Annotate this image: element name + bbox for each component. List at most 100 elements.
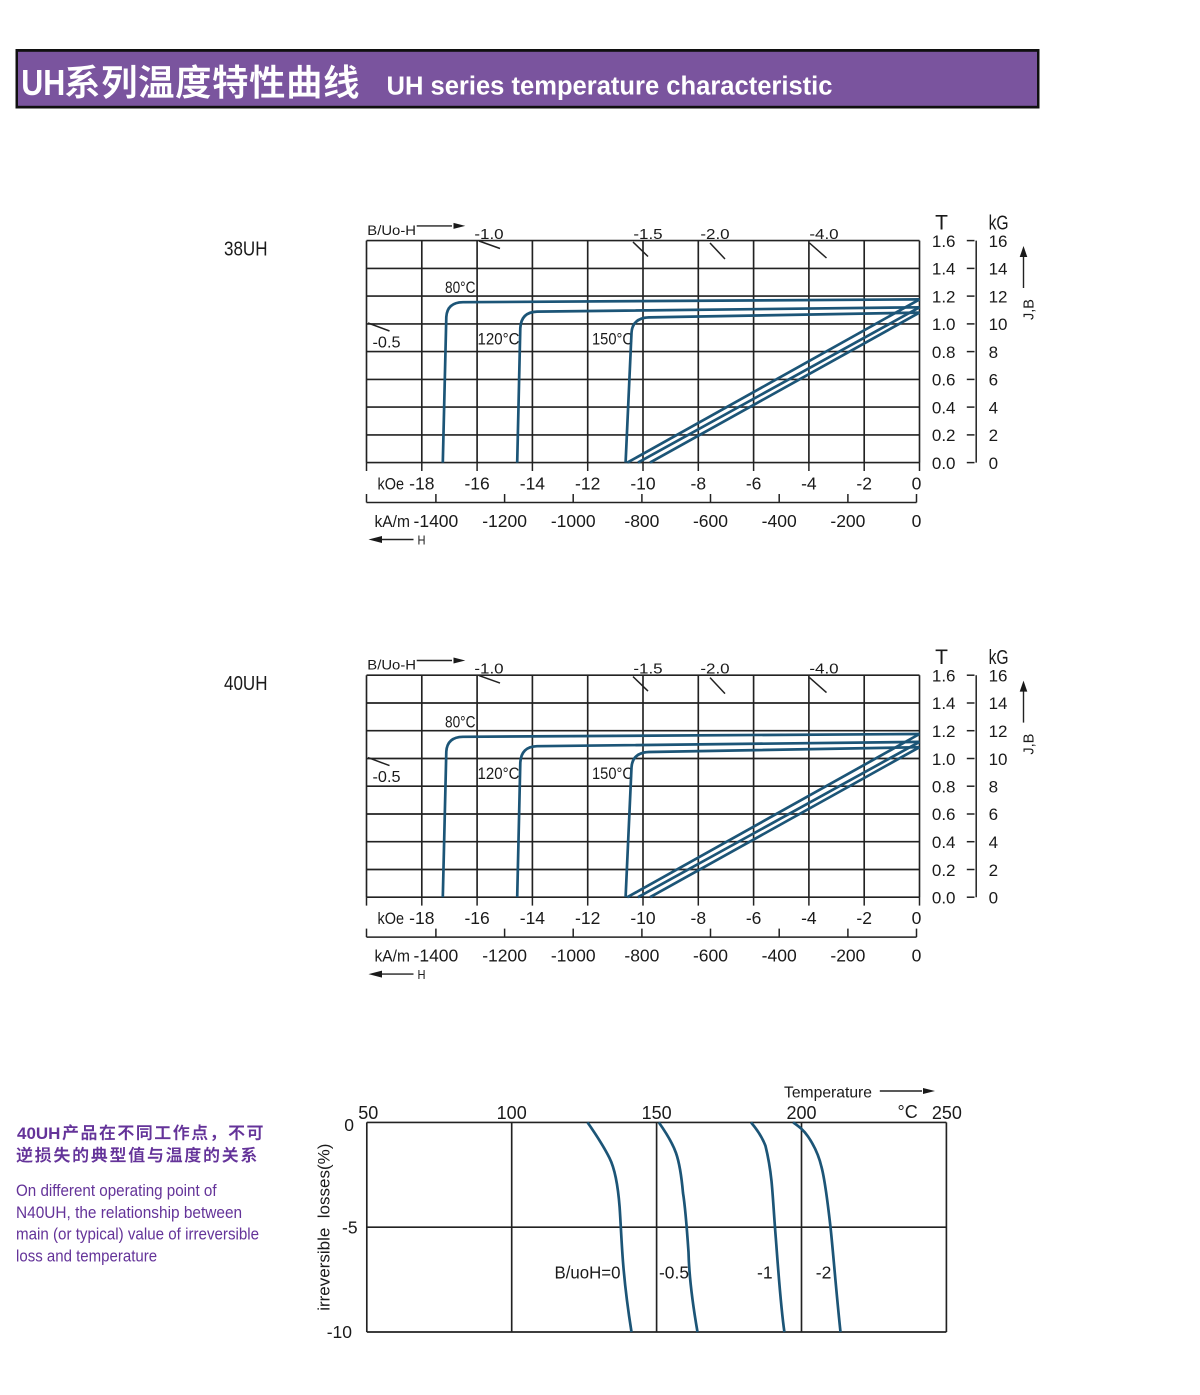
svg-text:-4: -4 bbox=[801, 908, 817, 928]
svg-text:1.0: 1.0 bbox=[932, 750, 956, 769]
svg-text:H: H bbox=[418, 533, 426, 548]
svg-text:-2: -2 bbox=[856, 908, 872, 928]
svg-text:main (or typical) value of irr: main (or typical) value of irreversible bbox=[16, 1226, 259, 1244]
svg-text:On different operating point o: On different operating point of bbox=[16, 1182, 217, 1200]
svg-text:40UH: 40UH bbox=[224, 673, 268, 695]
svg-text:irreversible losses(%): irreversible losses(%) bbox=[315, 1144, 334, 1311]
svg-text:-2: -2 bbox=[856, 474, 872, 494]
svg-text:-2.0: -2.0 bbox=[700, 227, 729, 243]
svg-text:-12: -12 bbox=[575, 474, 600, 494]
svg-text:4: 4 bbox=[989, 833, 998, 852]
svg-text:250: 250 bbox=[932, 1103, 962, 1123]
svg-text:10: 10 bbox=[989, 750, 1008, 769]
svg-text:0.2: 0.2 bbox=[932, 861, 956, 880]
svg-text:16: 16 bbox=[989, 232, 1008, 251]
svg-text:80°C: 80°C bbox=[445, 278, 476, 297]
svg-text:-600: -600 bbox=[693, 946, 728, 966]
svg-text:T: T bbox=[935, 212, 948, 235]
svg-text:kOe: kOe bbox=[378, 475, 405, 494]
svg-text:8: 8 bbox=[989, 343, 998, 362]
svg-text:0.4: 0.4 bbox=[932, 398, 956, 417]
svg-text:0: 0 bbox=[912, 946, 922, 966]
svg-text:38UH: 38UH bbox=[224, 239, 268, 261]
svg-text:-10: -10 bbox=[630, 474, 656, 494]
svg-text:T: T bbox=[935, 646, 948, 669]
svg-text:-2.0: -2.0 bbox=[700, 662, 729, 678]
svg-text:150°C: 150°C bbox=[592, 330, 633, 349]
svg-text:UH series temperature characte: UH series temperature characteristic bbox=[387, 73, 833, 101]
svg-text:0.0: 0.0 bbox=[932, 454, 956, 473]
svg-text:2: 2 bbox=[989, 426, 998, 445]
svg-text:Temperature: Temperature bbox=[784, 1084, 872, 1101]
svg-text:1.0: 1.0 bbox=[932, 315, 956, 334]
svg-text:-14: -14 bbox=[520, 908, 546, 928]
svg-text:UH: UH bbox=[21, 62, 65, 103]
svg-text:-8: -8 bbox=[691, 908, 707, 928]
svg-text:-6: -6 bbox=[746, 474, 762, 494]
svg-text:1.2: 1.2 bbox=[932, 287, 956, 306]
svg-text:0.0: 0.0 bbox=[932, 889, 956, 908]
svg-text:14: 14 bbox=[989, 694, 1008, 713]
svg-text:-1.0: -1.0 bbox=[474, 227, 503, 243]
svg-text:-10: -10 bbox=[630, 908, 656, 928]
svg-text:6: 6 bbox=[989, 371, 998, 390]
svg-text:-1.5: -1.5 bbox=[633, 227, 662, 243]
svg-text:B/Uo-H: B/Uo-H bbox=[367, 657, 416, 673]
svg-text:0: 0 bbox=[989, 454, 998, 473]
svg-text:1.2: 1.2 bbox=[932, 722, 956, 741]
svg-text:-200: -200 bbox=[830, 946, 865, 966]
svg-text:0.6: 0.6 bbox=[932, 371, 956, 390]
svg-text:2: 2 bbox=[989, 861, 998, 880]
svg-text:N40UH, the relationship betwe: N40UH, the relationship between bbox=[16, 1204, 242, 1222]
svg-text:120°C: 120°C bbox=[478, 764, 520, 783]
svg-text:150°C: 150°C bbox=[592, 764, 633, 783]
svg-text:-4: -4 bbox=[801, 474, 817, 494]
svg-text:120°C: 120°C bbox=[478, 330, 520, 349]
svg-text:-2: -2 bbox=[816, 1263, 832, 1283]
svg-text:-1400: -1400 bbox=[414, 946, 459, 966]
svg-text:-1000: -1000 bbox=[551, 511, 596, 531]
svg-text:H: H bbox=[418, 967, 426, 982]
svg-text:-4.0: -4.0 bbox=[809, 662, 838, 678]
svg-text:B/Uo-H: B/Uo-H bbox=[367, 222, 416, 238]
svg-text:-8: -8 bbox=[691, 474, 707, 494]
svg-text:150: 150 bbox=[642, 1103, 672, 1123]
svg-text:-0.5: -0.5 bbox=[659, 1263, 689, 1283]
svg-text:-0.5: -0.5 bbox=[373, 335, 401, 352]
svg-text:-1.5: -1.5 bbox=[633, 662, 662, 678]
svg-text:-16: -16 bbox=[464, 474, 489, 494]
svg-text:-1400: -1400 bbox=[414, 511, 459, 531]
svg-text:200: 200 bbox=[786, 1103, 816, 1123]
svg-text:J,B: J,B bbox=[1022, 299, 1038, 320]
svg-text:-1200: -1200 bbox=[482, 511, 527, 531]
svg-text:-12: -12 bbox=[575, 908, 600, 928]
svg-text:4: 4 bbox=[989, 398, 998, 417]
svg-text:0: 0 bbox=[989, 889, 998, 908]
svg-text:-800: -800 bbox=[624, 511, 659, 531]
svg-text:0: 0 bbox=[912, 511, 922, 531]
svg-text:°C: °C bbox=[898, 1102, 918, 1122]
svg-text:kA/m: kA/m bbox=[375, 512, 411, 531]
svg-text:-600: -600 bbox=[693, 511, 728, 531]
svg-text:-0.5: -0.5 bbox=[373, 769, 401, 786]
svg-text:10: 10 bbox=[989, 315, 1008, 334]
svg-text:1.6: 1.6 bbox=[932, 667, 956, 686]
svg-text:kOe: kOe bbox=[378, 909, 405, 928]
svg-text:loss and temperature: loss and temperature bbox=[16, 1247, 157, 1265]
svg-text:-18: -18 bbox=[409, 474, 434, 494]
svg-text:-4.0: -4.0 bbox=[809, 227, 838, 243]
svg-text:0.2: 0.2 bbox=[932, 426, 956, 445]
svg-text:40UH: 40UH bbox=[17, 1124, 60, 1143]
svg-text:0: 0 bbox=[912, 474, 922, 494]
svg-text:-6: -6 bbox=[746, 908, 762, 928]
svg-text:1.4: 1.4 bbox=[932, 260, 956, 279]
svg-text:6: 6 bbox=[989, 805, 998, 824]
svg-text:B/uoH=0: B/uoH=0 bbox=[555, 1263, 621, 1283]
svg-text:-1.0: -1.0 bbox=[474, 662, 503, 678]
svg-text:16: 16 bbox=[989, 667, 1008, 686]
svg-text:J,B: J,B bbox=[1022, 734, 1038, 755]
svg-text:-5: -5 bbox=[342, 1217, 358, 1237]
svg-text:0.4: 0.4 bbox=[932, 833, 956, 852]
svg-text:0: 0 bbox=[912, 908, 922, 928]
svg-text:-200: -200 bbox=[830, 511, 865, 531]
